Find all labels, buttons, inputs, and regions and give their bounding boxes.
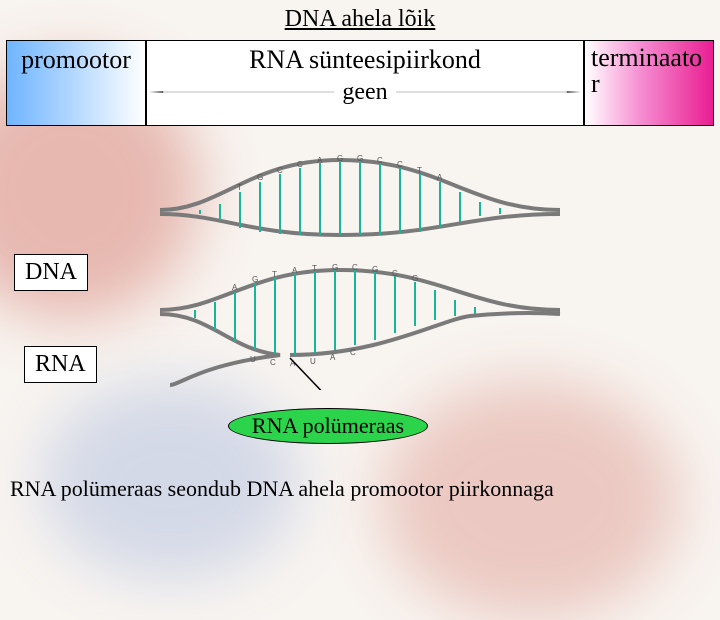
svg-text:G: G (252, 275, 258, 284)
rna-polymerase-label: RNA polümeraas (252, 413, 404, 439)
promoter-label: promootor (21, 45, 131, 75)
svg-text:C: C (377, 156, 383, 165)
terminator-region: terminaato r (584, 40, 714, 126)
rna-label-box: RNA (24, 346, 97, 383)
svg-text:T: T (312, 264, 317, 273)
gene-region: RNA sünteesipiirkond geen (146, 40, 584, 126)
svg-text:C: C (277, 166, 283, 175)
promoter-region: promootor (6, 40, 146, 126)
svg-text:T: T (272, 270, 277, 279)
svg-text:C: C (297, 160, 303, 169)
svg-text:C: C (270, 358, 276, 367)
svg-text:C: C (397, 160, 403, 169)
dna-region-bar: promootor RNA sünteesipiirkond geen term… (6, 40, 714, 126)
svg-text:C: C (392, 269, 398, 278)
svg-text:G: G (372, 265, 378, 274)
gene-label: RNA sünteesipiirkond (249, 45, 481, 75)
gene-sublabel: geen (334, 79, 395, 106)
svg-text:G: G (412, 274, 418, 283)
svg-text:A: A (292, 266, 298, 275)
svg-text:G: G (357, 154, 363, 163)
svg-text:T: T (417, 166, 422, 175)
svg-text:C: C (350, 348, 356, 357)
dna-label: DNA (25, 259, 77, 285)
rna-label: RNA (35, 351, 86, 377)
svg-text:A: A (232, 283, 238, 292)
transcription-diagram: TGC CAG GCC TA AGT ATG CGC G UCA UAC (140, 150, 580, 390)
svg-text:G: G (337, 154, 343, 163)
svg-text:A: A (317, 156, 323, 165)
terminator-label-line2: r (591, 71, 600, 97)
svg-text:G: G (332, 263, 338, 272)
svg-text:A: A (330, 353, 336, 362)
rna-polymerase-oval: RNA polümeraas (228, 408, 428, 444)
svg-text:U: U (310, 357, 316, 366)
svg-text:G: G (257, 173, 263, 182)
diagram-caption: RNA polümeraas seondub DNA ahela promoot… (10, 476, 554, 502)
svg-text:T: T (237, 183, 242, 192)
dna-label-box: DNA (14, 254, 88, 291)
svg-text:C: C (352, 263, 358, 272)
terminator-label-line1: terminaato (591, 45, 702, 71)
svg-text:A: A (437, 173, 443, 182)
diagram-title: DNA ahela lõik (0, 6, 720, 33)
svg-text:U: U (250, 355, 256, 364)
